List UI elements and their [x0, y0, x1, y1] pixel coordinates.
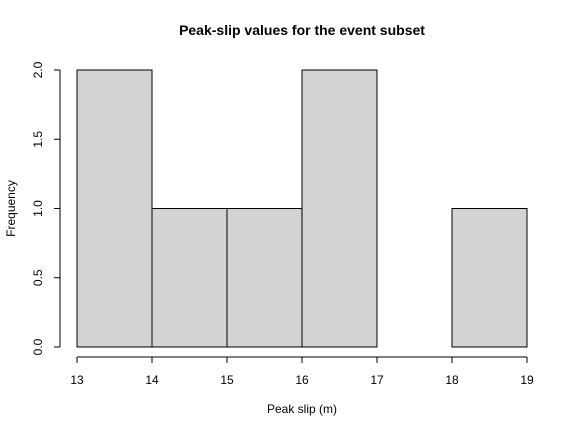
x-tick-label: 18: [445, 373, 459, 387]
x-tick-label: 17: [370, 373, 384, 387]
chart-title: Peak-slip values for the event subset: [179, 22, 425, 38]
x-tick-label: 19: [520, 373, 534, 387]
x-tick-label: 15: [220, 373, 234, 387]
histogram-bar-15-16: [226, 208, 303, 348]
y-tick-label: 1.0: [31, 200, 45, 217]
y-tick-label: 0.5: [31, 269, 45, 286]
y-axis: 0.0 0.5 1.0 1.5 2.0: [31, 61, 61, 355]
histogram-bar-14-15: [151, 208, 228, 348]
histogram-bar-13-14: [76, 69, 153, 348]
bars-group: [76, 69, 528, 348]
x-axis: 13 14 15 16 17 18 19: [70, 356, 534, 387]
x-tick-label: 14: [145, 373, 159, 387]
x-axis-label: Peak slip (m): [267, 402, 337, 416]
x-tick-label: 13: [70, 373, 84, 387]
x-tick-label: 16: [295, 373, 309, 387]
y-tick-label: 2.0: [31, 61, 45, 78]
y-tick-label: 0.0: [31, 338, 45, 355]
y-axis-label: Frequency: [4, 180, 18, 237]
y-tick-label: 1.5: [31, 131, 45, 148]
histogram-bar-18-19: [451, 208, 528, 348]
histogram-bar-16-17: [301, 69, 378, 348]
